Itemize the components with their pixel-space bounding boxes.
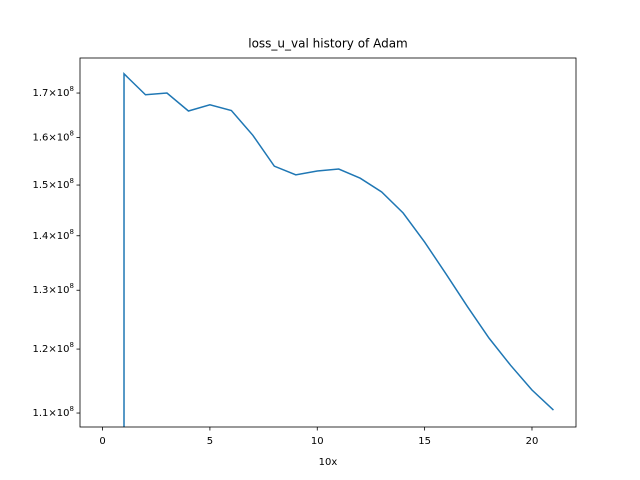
x-tick-label: 0	[99, 436, 105, 447]
y-tick-label: 1.2×108	[33, 341, 74, 355]
plot-area	[123, 72, 554, 427]
y-tick-label: 1.4×108	[33, 228, 74, 242]
x-tick-label: 5	[207, 436, 213, 447]
chart-title: loss_u_val history of Adam	[248, 37, 408, 51]
y-tick-label: 1.3×108	[33, 282, 74, 296]
x-tick-label: 20	[526, 436, 539, 447]
x-tick-label: 10	[311, 436, 324, 447]
y-tick-label: 1.6×108	[33, 130, 74, 144]
data-line	[123, 72, 554, 427]
x-tick-label: 15	[418, 436, 431, 447]
y-tick-label: 1.5×108	[33, 177, 74, 191]
x-axis-label: 10x	[319, 457, 338, 468]
axes-frame	[79, 57, 577, 428]
y-tick-label: 1.7×108	[33, 85, 74, 99]
y-tick-label: 1.1×108	[33, 405, 74, 419]
